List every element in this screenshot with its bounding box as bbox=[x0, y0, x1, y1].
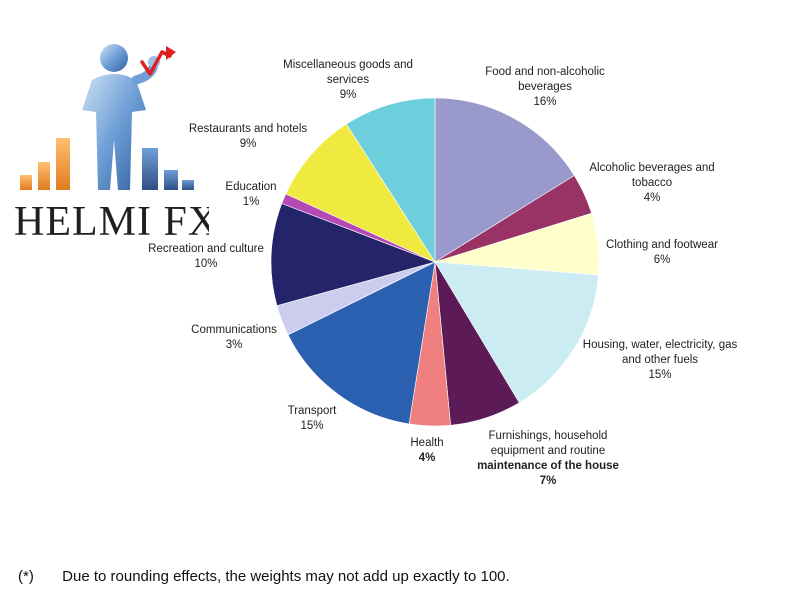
helmi-fx-logo: HELMI FX bbox=[14, 44, 209, 245]
slice-category-label: and other fuels bbox=[622, 354, 698, 366]
slice-label-7: Transport 15% bbox=[288, 405, 338, 432]
slice-label-9: Recreation and culture 10% bbox=[148, 243, 264, 270]
slice-value-label: 4% bbox=[419, 452, 436, 464]
pie-slice-9 bbox=[270, 203, 436, 307]
logo-text: HELMI FX bbox=[14, 199, 209, 245]
slice-value-label: 10% bbox=[194, 258, 217, 270]
pie-slice-4 bbox=[434, 261, 599, 404]
pie-slice-11 bbox=[285, 123, 436, 263]
slice-category-label: Clothing and footwear bbox=[606, 239, 718, 251]
footnote-text: Due to rounding effects, the weights may… bbox=[62, 568, 510, 585]
slice-label-6: Health 4% bbox=[410, 437, 443, 464]
slice-value-label: 16% bbox=[533, 96, 556, 108]
pie-slices bbox=[270, 97, 600, 427]
slice-value-label: 1% bbox=[243, 196, 260, 208]
slice-category-label: Communications bbox=[191, 324, 277, 336]
slice-label-2: Alcoholic beverages and tobacco 4% bbox=[589, 162, 714, 204]
footnote: (*) Due to rounding effects, the weights… bbox=[18, 568, 510, 585]
slice-value-label: 15% bbox=[300, 420, 323, 432]
slice-category-label: equipment and routine bbox=[491, 445, 605, 457]
slice-category-label: Health bbox=[410, 437, 443, 449]
slice-category-label: maintenance of the house bbox=[477, 460, 619, 472]
footnote-marker: (*) bbox=[18, 568, 34, 585]
slice-value-label: 4% bbox=[644, 192, 661, 204]
slice-value-label: 6% bbox=[654, 254, 671, 266]
slice-label-10: Education 1% bbox=[225, 181, 276, 208]
pie-slice-1 bbox=[434, 97, 575, 263]
slice-category-label: Restaurants and hotels bbox=[189, 123, 308, 135]
slice-label-8: Communications 3% bbox=[191, 324, 277, 351]
slice-category-label: Recreation and culture bbox=[148, 243, 264, 255]
slice-category-label: Education bbox=[225, 181, 276, 193]
slice-category-label: Furnishings, household bbox=[489, 430, 608, 442]
logo-bar-1 bbox=[20, 175, 32, 190]
slice-value-label: 9% bbox=[340, 89, 357, 101]
pie-slice-7 bbox=[287, 261, 436, 425]
slice-category-label: Housing, water, electricity, gas bbox=[583, 339, 738, 351]
logo-bar-3 bbox=[56, 138, 70, 190]
pie-slice-12 bbox=[345, 97, 436, 264]
slice-value-label: 9% bbox=[240, 138, 257, 150]
slice-label-11: Restaurants and hotels 9% bbox=[189, 123, 308, 150]
logo-bar-6 bbox=[182, 180, 194, 190]
slice-category-label: beverages bbox=[518, 81, 572, 93]
slice-label-4: Housing, water, electricity, gas and othe… bbox=[583, 339, 738, 381]
slice-category-label: Transport bbox=[288, 405, 338, 417]
slice-value-label: 7% bbox=[540, 475, 557, 487]
slice-category-label: Food and non-alcoholic bbox=[485, 66, 605, 78]
slice-category-label: services bbox=[327, 74, 369, 86]
slice-label-1: Food and non-alcoholic beverages 16% bbox=[485, 66, 605, 108]
slice-category-label: Miscellaneous goods and bbox=[283, 59, 413, 71]
slice-label-12: Miscellaneous goods and services 9% bbox=[283, 59, 413, 101]
slice-value-label: 3% bbox=[226, 339, 243, 351]
slice-label-3: Clothing and footwear 6% bbox=[606, 239, 718, 266]
pie-labels: Food and non-alcoholic beverages 16% Alcoho… bbox=[148, 59, 737, 487]
slice-category-label: Alcoholic beverages and bbox=[589, 162, 714, 174]
slice-category-label: tobacco bbox=[632, 177, 672, 189]
logo-bar-5 bbox=[164, 170, 178, 190]
slice-label-5: Furnishings, household equipment and rout… bbox=[477, 430, 619, 487]
logo-bar-2 bbox=[38, 162, 50, 190]
logo-bar-4 bbox=[142, 148, 158, 190]
slice-value-label: 15% bbox=[648, 369, 671, 381]
